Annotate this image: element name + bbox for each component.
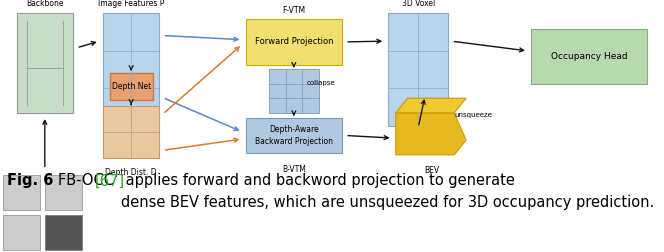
- Text: collapse: collapse: [307, 80, 336, 86]
- Text: Fig. 6: Fig. 6: [7, 173, 53, 188]
- FancyBboxPatch shape: [110, 73, 153, 100]
- Text: B-VTM: B-VTM: [282, 165, 305, 174]
- Polygon shape: [396, 98, 466, 113]
- Text: Image Features P: Image Features P: [98, 0, 164, 8]
- Text: [67]: [67]: [94, 173, 124, 188]
- FancyBboxPatch shape: [388, 13, 448, 126]
- Text: F-VTM: F-VTM: [282, 6, 305, 15]
- Text: Depth-Aware
Backward Projection: Depth-Aware Backward Projection: [255, 125, 333, 145]
- FancyBboxPatch shape: [269, 69, 319, 113]
- Text: 3D Voxel: 3D Voxel: [402, 0, 435, 8]
- Text: Depth Dist. D: Depth Dist. D: [106, 168, 157, 177]
- Text: BEV: BEV: [424, 166, 439, 175]
- FancyBboxPatch shape: [103, 106, 159, 158]
- Text: Occupancy Head: Occupancy Head: [551, 52, 627, 61]
- Polygon shape: [396, 113, 466, 155]
- FancyBboxPatch shape: [17, 13, 73, 113]
- Text: applies forward and backword projection to generate
dense BEV features, which ar: applies forward and backword projection …: [121, 173, 654, 210]
- Text: Backbone: Backbone: [26, 0, 64, 8]
- FancyBboxPatch shape: [246, 19, 342, 65]
- Text: unsqueeze: unsqueeze: [455, 111, 493, 117]
- FancyBboxPatch shape: [45, 175, 82, 210]
- FancyBboxPatch shape: [45, 214, 82, 250]
- Text: Forward Projection: Forward Projection: [254, 38, 333, 46]
- FancyBboxPatch shape: [246, 118, 342, 153]
- FancyBboxPatch shape: [3, 214, 40, 250]
- Text: Depth Net: Depth Net: [112, 82, 151, 91]
- Text: FB-OCC: FB-OCC: [58, 173, 119, 188]
- FancyBboxPatch shape: [45, 214, 82, 250]
- FancyBboxPatch shape: [3, 175, 40, 210]
- FancyBboxPatch shape: [531, 29, 647, 84]
- FancyBboxPatch shape: [103, 13, 159, 126]
